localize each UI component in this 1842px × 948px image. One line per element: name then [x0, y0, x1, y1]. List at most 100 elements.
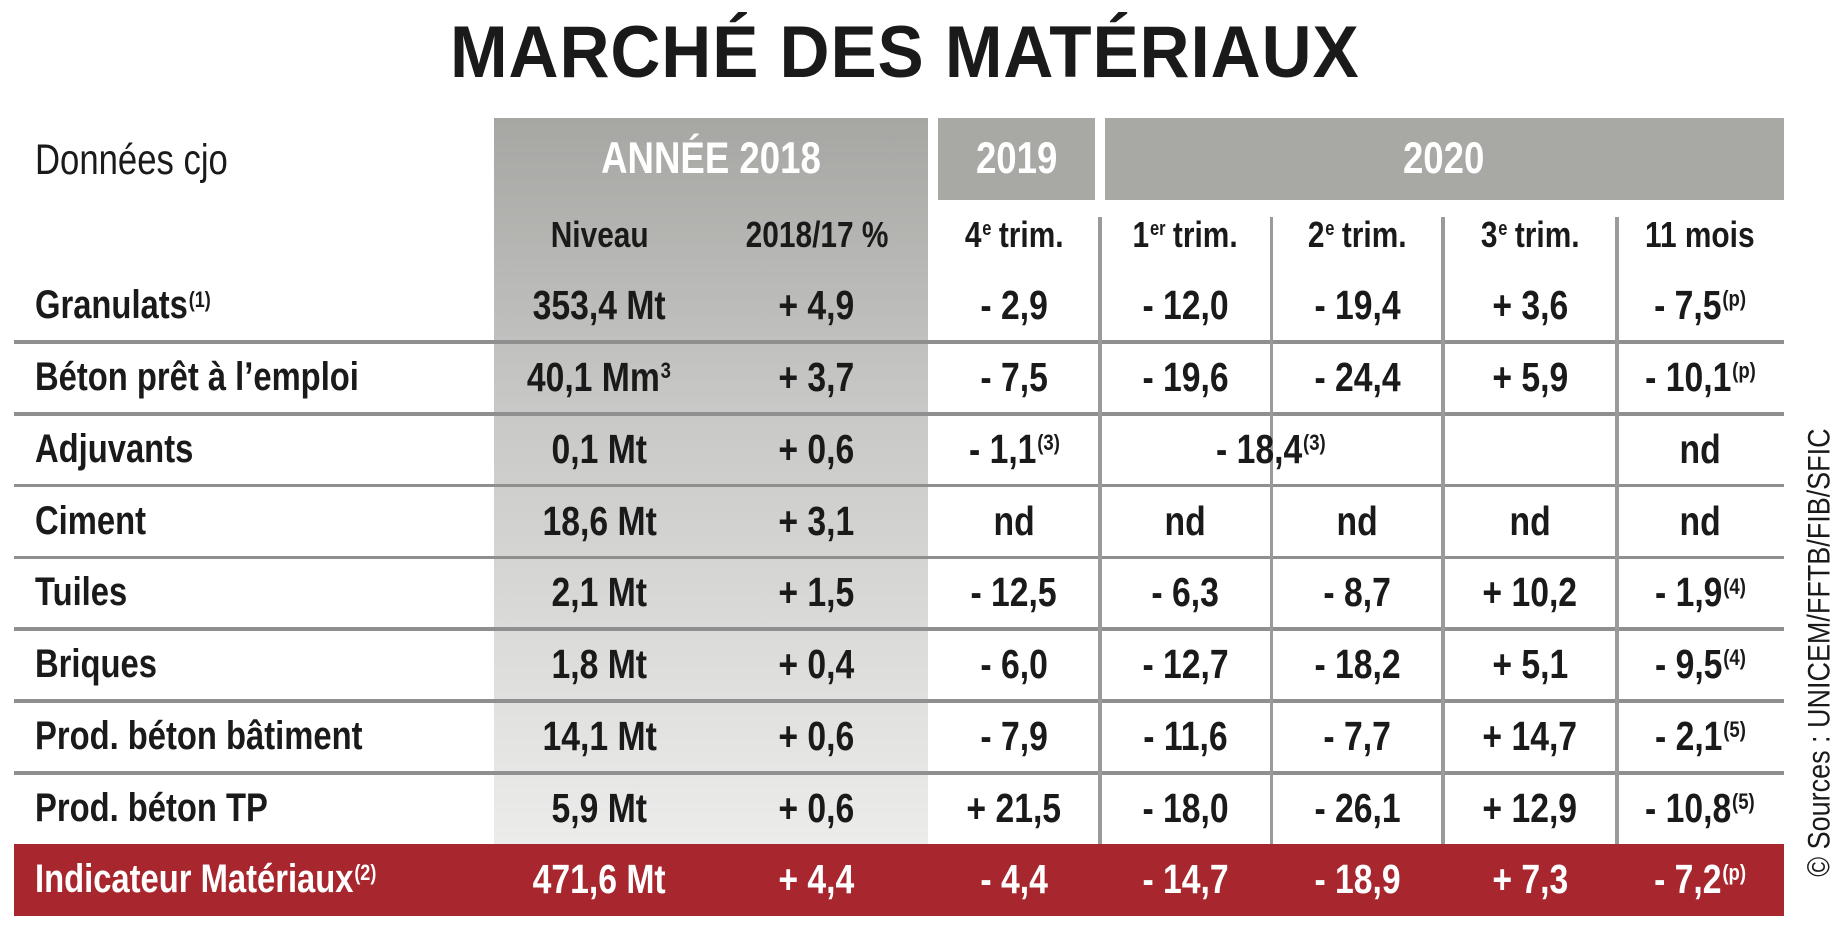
text: + 5,1 [1491, 641, 1568, 688]
text: - 9,5 [1654, 641, 1723, 688]
cell-text: - 1,1(3) [969, 414, 1060, 486]
cell: - 18,0 [1100, 773, 1272, 845]
cell-text: 0,1 Mt [551, 414, 647, 486]
cell-text: nd [1680, 414, 1721, 486]
cell: - 2,1(5) [1617, 701, 1784, 773]
text: - 8,7 [1323, 569, 1391, 616]
text: - 1,9 [1654, 569, 1723, 616]
text: trim. [1341, 213, 1407, 255]
cell-text: + 3,7 [779, 342, 855, 414]
cell-text: - 6,0 [980, 629, 1047, 701]
row-label: Béton prêt à l’emploi [35, 342, 493, 414]
text: - 26,1 [1314, 784, 1401, 831]
text: + 0,4 [778, 641, 855, 688]
text: Tuiles [35, 570, 128, 615]
cell-text: - 7,5 [980, 342, 1047, 414]
text: - 6,0 [980, 641, 1048, 688]
row-label-text: Prod. béton bâtiment [35, 701, 362, 773]
group-2019-bg [937, 117, 1096, 200]
cell: - 7,7 [1271, 701, 1443, 773]
cell: - 18,9 [1271, 844, 1443, 916]
cell: - 14,7 [1100, 844, 1272, 916]
text: 0,1 Mt [551, 425, 648, 472]
cell-text: + 4,9 [779, 270, 855, 342]
cell-text: - 7,5(p) [1654, 270, 1746, 342]
cell-text: nd [1165, 486, 1206, 558]
row-label-text: Briques [35, 629, 157, 701]
cell: - 1,9(4) [1617, 557, 1784, 629]
cell-text: + 0,6 [779, 701, 855, 773]
text: - 10,1 [1644, 354, 1732, 401]
text: - 7,5 [980, 354, 1048, 401]
cell-text: + 4,4 [779, 844, 855, 916]
cell: - 12,0 [1100, 270, 1272, 342]
cell: - 11,6 [1100, 701, 1272, 773]
text: + 0,6 [778, 713, 855, 759]
cell: nd [928, 486, 1100, 558]
cell-text: - 4,4 [980, 844, 1047, 916]
group-2020-bg [1104, 117, 1784, 200]
text: Béton prêt à l’emploi [35, 355, 360, 400]
column-header: 2e trim. [1271, 200, 1443, 271]
cell: - 4,4 [928, 844, 1100, 916]
superscript: (5) [1732, 789, 1756, 815]
cell: - 10,1(p) [1617, 342, 1784, 414]
superscript: er [1150, 217, 1166, 240]
cell-text: + 21,5 [967, 773, 1062, 845]
row-label: Prod. béton bâtiment [35, 701, 493, 773]
cell-text: - 7,2(p) [1654, 844, 1746, 916]
text: - 19,6 [1142, 354, 1229, 401]
cell-text: + 0,6 [779, 773, 855, 845]
cell-text: + 1,5 [779, 557, 855, 629]
cell: nd [1617, 414, 1784, 486]
superscript: (2) [354, 860, 377, 886]
cell: 1,8 Mt [494, 629, 706, 701]
row-label-text: Indicateur Matériaux(2) [35, 844, 376, 916]
row-separator [14, 340, 1784, 344]
title-text: MARCHÉ DES MATÉRIAUX [449, 11, 1360, 93]
cell: 40,1 Mm3 [494, 342, 706, 414]
cell: - 6,0 [928, 629, 1100, 701]
cell: - 18,4(3) [1100, 414, 1443, 486]
text: - 18,4 [1216, 425, 1303, 472]
column-header-text: 4e trim. [965, 200, 1064, 271]
cell: + 3,6 [1443, 270, 1617, 342]
text: 1 [1133, 213, 1150, 255]
superscript: (p) [1722, 286, 1747, 312]
cell: + 12,9 [1443, 773, 1617, 845]
row-label: Prod. béton TP [35, 773, 493, 845]
row-separator [14, 412, 1784, 416]
cell: - 12,5 [928, 557, 1100, 629]
title-text: MARCHÉ DES MATÉRIAUX [450, 6, 1360, 100]
cell: nd [1617, 486, 1784, 558]
cell: 18,6 Mt [494, 486, 706, 558]
cell: + 5,9 [1443, 342, 1617, 414]
cell: - 24,4 [1271, 342, 1443, 414]
cell-text: - 12,5 [971, 557, 1057, 629]
text: + 3,6 [1491, 282, 1568, 329]
text: - 7,2 [1654, 855, 1722, 902]
cell: 471,6 Mt [494, 844, 706, 916]
column-header: 3e trim. [1443, 200, 1617, 271]
cell: - 7,5(p) [1617, 270, 1784, 342]
text: 2019 [975, 133, 1058, 183]
text: - 7,7 [1323, 713, 1391, 759]
text: 5,9 Mt [551, 784, 648, 831]
cell: - 7,9 [928, 701, 1100, 773]
text: Prod. béton bâtiment [35, 714, 363, 758]
text: 14,1 Mt [542, 713, 657, 759]
cell: + 1,5 [705, 557, 928, 629]
row-label-text: Granulats(1) [35, 270, 211, 342]
text: - 2,9 [980, 282, 1048, 329]
cell: + 5,1 [1443, 629, 1617, 701]
text: + 7,3 [1491, 855, 1568, 902]
column-header: Niveau [494, 200, 706, 271]
cell: + 0,6 [705, 701, 928, 773]
cell-text: - 18,2 [1314, 629, 1400, 701]
cell: nd [1443, 486, 1617, 558]
text: 3 [1480, 213, 1498, 255]
cell: 0,1 Mt [494, 414, 706, 486]
text: - 7,9 [980, 713, 1048, 759]
cell: + 3,7 [705, 342, 928, 414]
column-header-text: Niveau [550, 200, 648, 271]
